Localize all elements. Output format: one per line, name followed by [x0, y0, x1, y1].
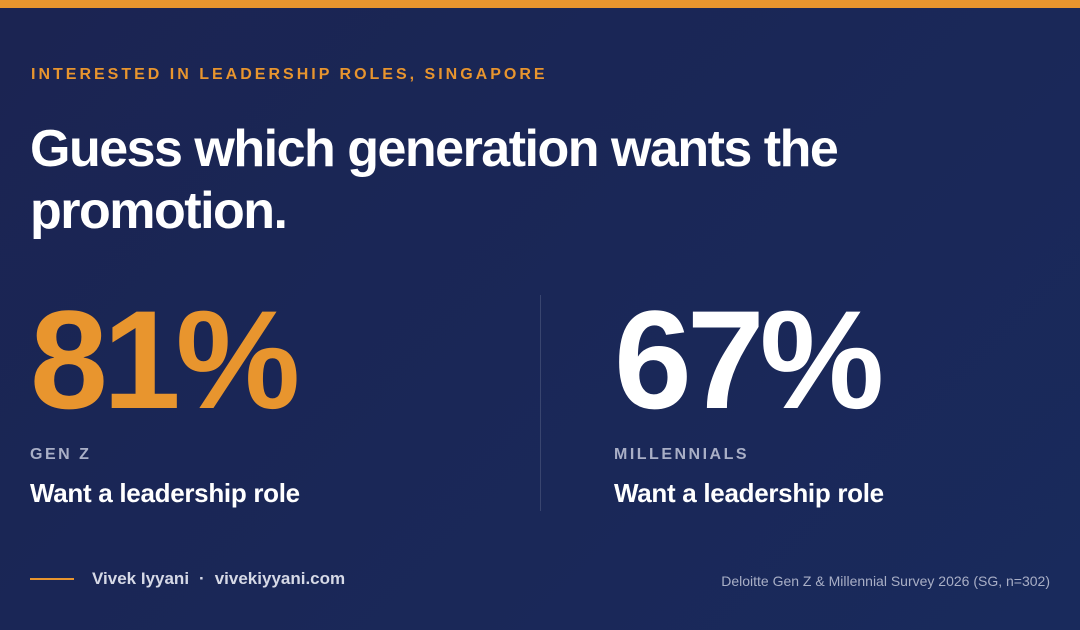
stat-group: MILLENNIALS	[614, 446, 750, 463]
website: vivekiyyani.com	[214, 569, 346, 588]
stat-value: 67%	[614, 281, 884, 438]
stat-value: 81%	[30, 281, 300, 438]
source: Deloitte Gen Z & Millennial Survey 2026 …	[721, 573, 1050, 589]
divider	[540, 295, 541, 511]
footer-rule	[30, 578, 74, 580]
stat-caption: Want a leadership role	[30, 478, 300, 508]
stat-group: GEN Z	[30, 446, 92, 463]
stat: 81% GEN Z Want a leadership role	[30, 290, 300, 509]
eyebrow: INTERESTED IN LEADERSHIP ROLES, SINGAPOR…	[31, 66, 548, 83]
headline: Guess which generation wants the promoti…	[30, 120, 839, 240]
footer-credit: Vivek Iyyani · vivekiyyani.com	[30, 569, 345, 589]
separator: ·	[199, 569, 205, 588]
stat: 67% MILLENNIALS Want a leadership role	[614, 290, 884, 509]
author: Vivek Iyyani	[92, 569, 190, 588]
stat-caption: Want a leadership role	[614, 478, 884, 508]
top-bar	[0, 0, 1080, 8]
